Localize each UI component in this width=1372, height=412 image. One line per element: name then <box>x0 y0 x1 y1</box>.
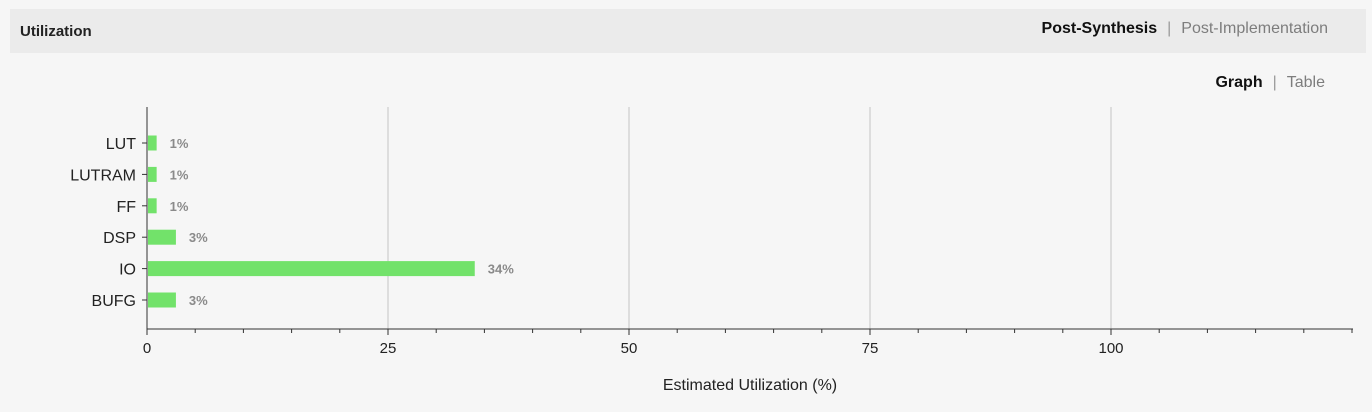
bar-dsp[interactable] <box>148 229 176 245</box>
x-tick-label: 50 <box>621 340 638 357</box>
x-tick-label: 100 <box>1098 340 1123 357</box>
view-table-link[interactable]: Table <box>1286 74 1325 91</box>
value-label-bufg: 3% <box>189 293 208 308</box>
category-label-lut: LUT <box>106 136 136 153</box>
x-axis-title: Estimated Utilization (%) <box>663 377 837 394</box>
tab-post-synthesis[interactable]: Post-Synthesis <box>1041 20 1158 37</box>
value-label-io: 34% <box>488 262 514 277</box>
view-graph-link[interactable]: Graph <box>1215 74 1263 91</box>
category-label-lutram: LUTRAM <box>70 167 136 184</box>
bar-ff[interactable] <box>148 198 157 214</box>
bars <box>148 135 475 308</box>
x-tick-label: 25 <box>380 340 397 357</box>
panel-header: Utilization Post-Synthesis | Post-Implemen… <box>10 9 1366 53</box>
category-label-bufg: BUFG <box>92 293 136 310</box>
panel-title: Utilization <box>20 23 92 40</box>
gridlines <box>387 107 1112 329</box>
view-toggle: Graph | Table <box>1215 74 1325 92</box>
bar-bufg[interactable] <box>148 292 176 308</box>
value-label-ff: 1% <box>170 199 189 214</box>
x-tick-label: 0 <box>143 340 151 357</box>
bar-lutram[interactable] <box>148 166 157 182</box>
value-label-lutram: 1% <box>170 167 189 182</box>
view-separator: | <box>1272 74 1277 91</box>
tab-post-implementation[interactable]: Post-Implementation <box>1181 20 1328 37</box>
tab-separator: | <box>1167 20 1172 37</box>
x-tick-label: 75 <box>862 340 879 357</box>
bar-io[interactable] <box>148 261 475 277</box>
stage-tabs: Post-Synthesis | Post-Implementation <box>1042 20 1328 38</box>
category-label-dsp: DSP <box>103 230 136 247</box>
category-label-io: IO <box>119 262 136 279</box>
labels: 0 25 50 75 100 LUT 1% LUTRAM 1% FF 1% DSP 3% IO 34% BUF… <box>70 136 1123 357</box>
value-label-dsp: 3% <box>189 230 208 245</box>
category-label-ff: FF <box>116 199 136 216</box>
axes <box>142 107 1353 335</box>
bar-lut[interactable] <box>148 135 157 151</box>
value-label-lut: 1% <box>170 136 189 151</box>
